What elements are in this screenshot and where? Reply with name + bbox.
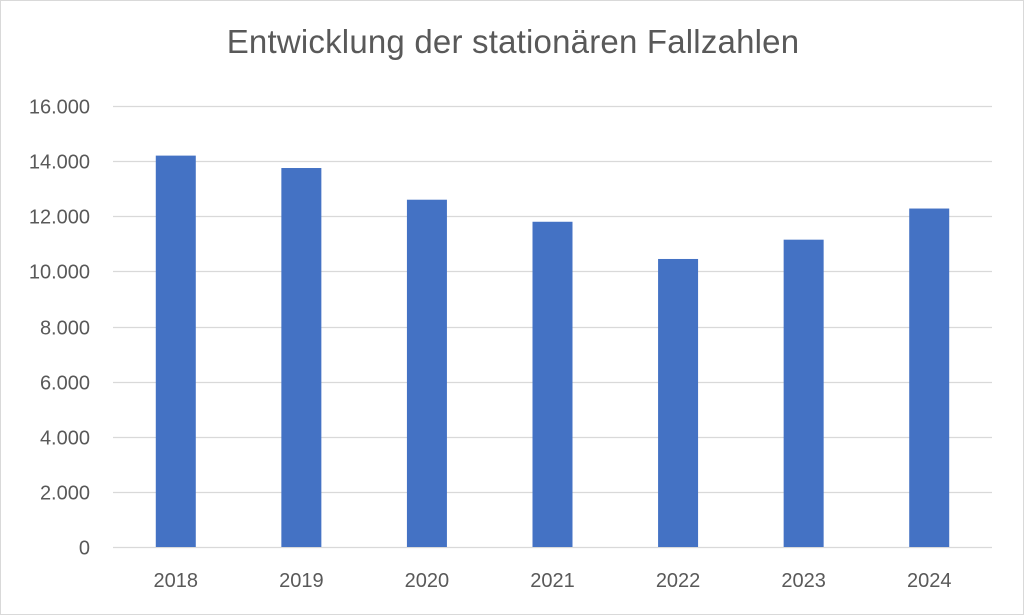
y-tick-label: 6.000 [40,373,90,395]
bar-2024 [909,208,950,547]
x-tick-label: 2024 [907,570,952,592]
chart-title: Entwicklung der stationären Fallzahlen [226,23,800,60]
x-tick-label: 2023 [781,570,826,592]
y-tick-label: 4.000 [40,428,90,450]
y-tick-label: 16.000 [29,97,90,119]
y-tick-label: 12.000 [29,207,90,229]
bars [155,155,950,548]
bar-2018 [155,155,196,548]
y-tick-label: 0 [79,538,90,560]
y-tick-label: 2.000 [40,483,90,505]
x-tick-label: 2021 [530,570,575,592]
bar-2023 [783,239,824,547]
bar-2020 [406,199,447,547]
bar-2019 [281,168,322,547]
x-tick-label: 2018 [154,570,199,592]
y-tick-label: 10.000 [29,262,90,284]
bar-2021 [532,221,573,547]
bar-2022 [658,258,699,547]
y-tick-label: 14.000 [29,152,90,174]
y-tick-label: 8.000 [40,318,90,340]
x-axis-ticks: 2018 2019 2020 2021 2022 2023 2024 [154,570,952,592]
x-tick-label: 2022 [656,570,701,592]
x-tick-label: 2020 [405,570,450,592]
x-tick-label: 2019 [279,570,324,592]
y-axis-ticks: 0 2.000 4.000 6.000 8.000 10.000 12.000 14.000 1… [29,97,90,560]
